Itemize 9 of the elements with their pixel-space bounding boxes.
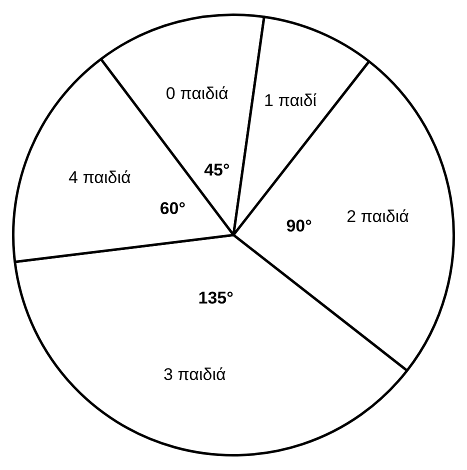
data-label: 45° <box>204 160 230 180</box>
slice-label: 1 παιδί <box>264 90 317 110</box>
slice-label: 2 παιδιά <box>346 206 410 226</box>
slice-label: 4 παιδιά <box>68 168 132 187</box>
data-label: 90° <box>286 216 312 236</box>
slice-label: 3 παιδιά <box>163 364 226 384</box>
data-label: 60° <box>160 198 186 218</box>
slice-label: 0 παιδιά <box>166 84 228 103</box>
data-label: 135° <box>198 288 234 308</box>
